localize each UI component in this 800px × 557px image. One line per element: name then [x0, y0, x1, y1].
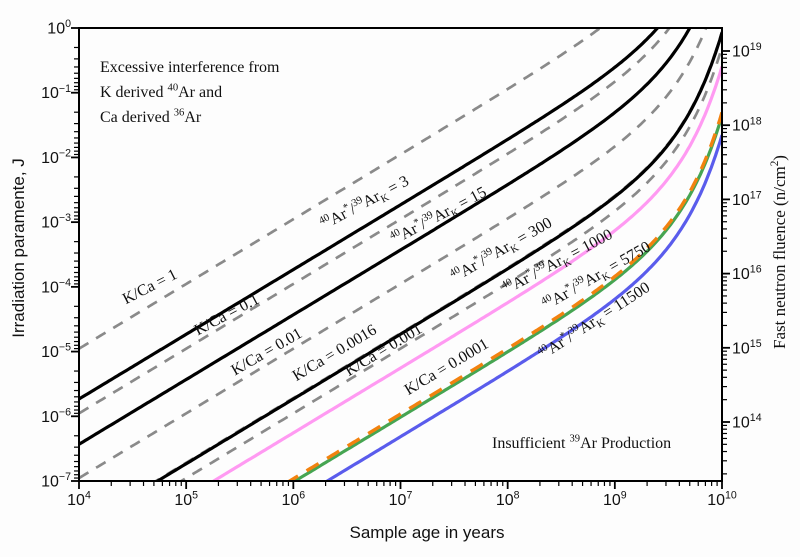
x-tick-label: 108 [496, 490, 520, 509]
y-right-tick-label: 1015 [732, 338, 762, 357]
plot-frame [78, 27, 723, 482]
y-right-tick-label: 1017 [732, 190, 762, 209]
y-axis-right-title: Fast neutron fluence (n/cm2) [769, 155, 789, 349]
annotation-line: K derived 40Ar and [100, 83, 222, 101]
y-right-tick-label: 1019 [732, 41, 762, 60]
x-tick-label: 109 [603, 490, 627, 509]
annotation-insufficient-production: Insufficient 39Ar Production [492, 434, 671, 452]
curve-ar-1000 [210, 66, 722, 481]
x-tick-label: 104 [67, 490, 91, 509]
annotation-line: Excessive interference from [100, 59, 280, 76]
x-tick-label: 105 [174, 490, 198, 509]
curve-ar-15 [79, 28, 692, 446]
y-left-tick-label: 10−2 [41, 148, 71, 167]
y-left-tick-label: 10−5 [41, 342, 71, 361]
annotation-excessive-interference: Excessive interference from K derived 40A… [100, 59, 280, 126]
x-tick-label: 107 [389, 490, 413, 509]
curve-ar-300 [154, 32, 722, 481]
x-axis-title: Sample age in years [350, 523, 505, 542]
curve-ar-11500 [324, 134, 722, 481]
curves-group [79, 28, 722, 481]
y-right-tick-label: 1016 [732, 264, 762, 283]
x-tick-label: 106 [281, 490, 305, 509]
y-left-tick-label: 10−1 [41, 83, 71, 102]
curve-kca-0p0001 [286, 111, 722, 481]
y-axis-right-ticks [723, 50, 730, 475]
curve-ar-3 [79, 28, 660, 401]
annotation-line: Ca derived 36Ar [100, 108, 202, 126]
x-axis-ticks [78, 482, 723, 489]
curve-kca-0p01 [79, 28, 708, 480]
curve-kca-0p1 [79, 28, 672, 415]
curve-kca-1 [79, 28, 603, 350]
y-right-tick-label: 1014 [732, 412, 762, 431]
x-tick-label: 1010 [707, 490, 737, 509]
y-right-tick-label: 1018 [732, 115, 762, 134]
y-left-tick-label: 10−6 [41, 406, 71, 425]
annotation-line: Insufficient 39Ar Production [492, 434, 671, 452]
curve-kca-0p001 [178, 46, 722, 481]
y-left-tick-label: 10−3 [41, 212, 71, 231]
y-axis-left-title: Irradiation paramente, J [9, 158, 28, 338]
y-left-tick-label: 10−4 [41, 277, 71, 296]
y-left-tick-label: 10−7 [41, 471, 71, 490]
y-axis-left-ticks [71, 27, 78, 482]
y-left-tick-label: 100 [47, 18, 71, 37]
curve-ar-5750 [291, 115, 722, 481]
